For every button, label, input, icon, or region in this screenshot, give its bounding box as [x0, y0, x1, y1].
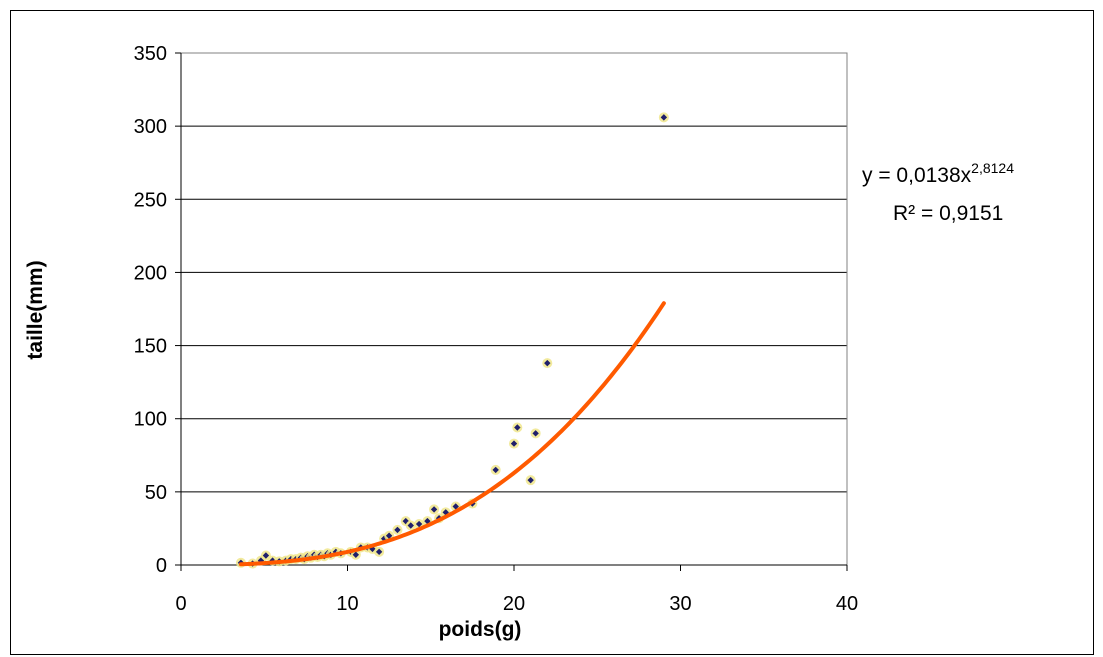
data-points	[235, 112, 669, 569]
y-tick-label: 200	[134, 262, 167, 284]
trendline-equation: y = 0,0138x2,8124	[862, 160, 1014, 187]
data-point	[512, 422, 523, 433]
data-point-marker	[492, 466, 499, 474]
data-point	[490, 464, 501, 475]
data-point-marker	[510, 440, 518, 447]
data-point-marker	[660, 114, 668, 121]
data-point-marker	[394, 526, 401, 534]
data-point-marker	[424, 517, 431, 525]
x-tick-label: 20	[503, 593, 525, 615]
data-point-marker	[375, 548, 383, 556]
data-point	[525, 475, 536, 486]
data-point-marker	[527, 476, 534, 484]
equation-base: y = 0,0138x	[862, 164, 972, 187]
y-tick-label: 150	[134, 336, 167, 358]
data-point	[405, 520, 416, 531]
chart-frame	[10, 10, 1094, 655]
plot-area-border	[180, 52, 848, 566]
axes	[175, 52, 848, 571]
data-point-marker	[415, 520, 423, 528]
data-point-marker	[544, 359, 551, 367]
y-tick-label: 300	[134, 116, 167, 138]
data-point	[509, 438, 519, 449]
data-point-marker	[430, 506, 438, 513]
x-axis-title: poids(g)	[439, 618, 522, 641]
x-tick-label: 10	[336, 593, 358, 615]
data-point-marker	[402, 517, 409, 525]
data-point	[542, 358, 553, 369]
y-tick-label: 350	[134, 43, 167, 65]
data-point-marker	[407, 522, 414, 529]
data-point	[429, 504, 440, 515]
data-point	[374, 546, 385, 557]
tick-labels: 0 50 100 150 200 250 300 350 0 10 20 30 40	[134, 43, 859, 615]
data-point	[530, 428, 541, 439]
y-tick-label: 0	[156, 555, 167, 577]
data-point-marker	[352, 551, 360, 558]
y-tick-label: 50	[145, 482, 167, 504]
data-point-marker	[514, 424, 521, 431]
data-point	[658, 112, 669, 123]
r-squared-label: R² = 0,9151	[893, 202, 1003, 225]
data-point	[392, 524, 403, 535]
y-axis-title: taille(mm)	[24, 260, 47, 359]
x-tick-label: 30	[669, 593, 691, 615]
equation-exponent: 2,8124	[971, 160, 1014, 176]
trendline	[238, 301, 666, 567]
x-tick-label: 0	[175, 593, 186, 615]
data-point-marker	[262, 552, 270, 559]
y-tick-label: 250	[134, 189, 167, 211]
data-point-marker	[452, 503, 459, 510]
data-point-marker	[385, 532, 393, 539]
y-tick-label: 100	[134, 409, 167, 431]
x-tick-label: 40	[836, 593, 858, 615]
data-point-marker	[532, 430, 539, 437]
data-point-marker	[332, 548, 340, 556]
